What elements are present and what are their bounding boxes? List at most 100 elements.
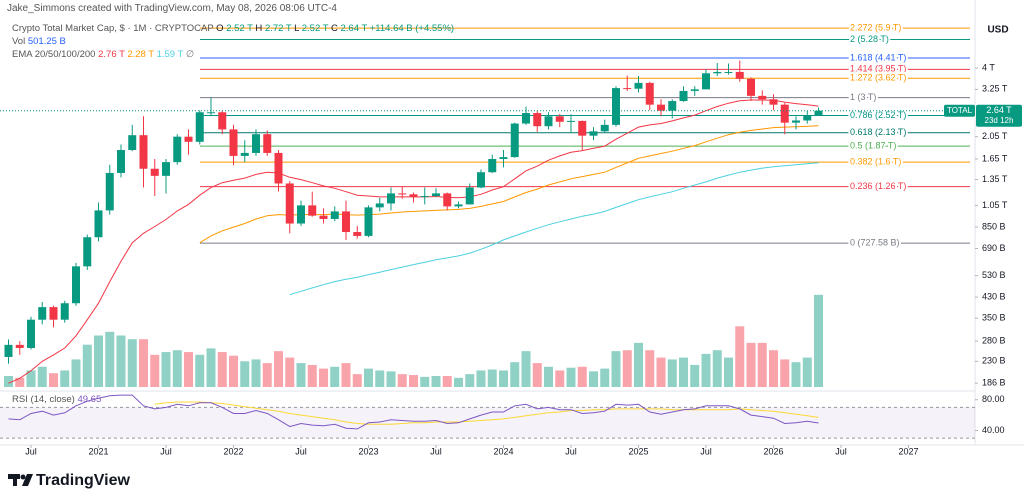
volume-bar bbox=[431, 375, 441, 387]
candle-body bbox=[128, 135, 137, 151]
candle-body bbox=[195, 112, 204, 142]
volume-bar bbox=[161, 352, 171, 387]
volume-bar bbox=[532, 363, 542, 387]
y-tick-label: 1.65 T bbox=[982, 153, 1008, 163]
candle-body bbox=[387, 193, 395, 204]
volume-bar bbox=[60, 370, 70, 387]
candle-body bbox=[477, 172, 485, 188]
volume-bar bbox=[701, 353, 711, 387]
x-tick-label: Jul bbox=[25, 446, 37, 456]
fib-label: 0.618 (2.13 T) bbox=[850, 127, 906, 137]
x-tick-label: Jul bbox=[565, 446, 577, 456]
volume-bar bbox=[600, 368, 610, 387]
candle-body bbox=[398, 193, 407, 195]
candle-body bbox=[769, 99, 778, 105]
volume-bar bbox=[769, 350, 778, 387]
candle-body bbox=[544, 116, 553, 127]
candle-body bbox=[285, 183, 294, 224]
volume-bar bbox=[82, 344, 92, 387]
volume-bar bbox=[105, 331, 115, 387]
volume-bar bbox=[814, 294, 823, 387]
volume-bar bbox=[229, 355, 238, 387]
rsi-value: 49.65 bbox=[77, 394, 102, 405]
y-tick-label: 3.25 T bbox=[982, 84, 1008, 94]
ohlc-key: O bbox=[216, 23, 224, 34]
y-tick-label: 280 B bbox=[982, 336, 1006, 346]
candle-body bbox=[792, 120, 800, 123]
volume-legend: Vol 501.25 B bbox=[12, 36, 66, 47]
y-tick-label: 430 B bbox=[982, 291, 1006, 301]
volume-bar bbox=[319, 368, 328, 387]
volume-bar bbox=[274, 351, 283, 387]
candle-body bbox=[488, 158, 497, 173]
volume-bar bbox=[577, 366, 587, 387]
x-tick-label: Jul bbox=[295, 446, 307, 456]
volume-bar bbox=[442, 375, 452, 387]
tag-price-box bbox=[976, 104, 1022, 127]
candle-body bbox=[465, 187, 474, 205]
ema-value: 1.59 T bbox=[156, 49, 184, 60]
volume-bar bbox=[746, 342, 756, 387]
candle-body bbox=[668, 101, 677, 111]
candle-body bbox=[679, 90, 688, 102]
candle-body bbox=[555, 116, 564, 122]
tag-symbol: TOTAL bbox=[947, 106, 973, 115]
rsi-tick-label: 40.00 bbox=[982, 425, 1005, 435]
y-tick-label: 230 B bbox=[982, 356, 1006, 366]
volume-bar bbox=[37, 366, 47, 387]
candle-body bbox=[510, 123, 519, 158]
candle-body bbox=[454, 204, 463, 207]
y-tick-label: 350 B bbox=[982, 313, 1006, 323]
volume-bar bbox=[724, 357, 733, 387]
candle-body bbox=[139, 135, 148, 169]
volume-bar bbox=[386, 371, 396, 387]
x-tick-label: 2021 bbox=[88, 446, 108, 456]
volume-bar bbox=[690, 364, 700, 387]
fib-label: 0.786 (2.52 T) bbox=[850, 110, 906, 120]
ohlc-key: C bbox=[330, 23, 338, 34]
candle-body bbox=[83, 237, 92, 267]
volume-bar bbox=[195, 354, 205, 387]
volume-bar bbox=[251, 359, 261, 387]
volume-bar bbox=[206, 348, 216, 387]
volume-bar bbox=[634, 342, 643, 387]
candle-body bbox=[578, 120, 587, 136]
volume-bar bbox=[116, 335, 126, 387]
x-tick-label: Jul bbox=[430, 446, 442, 456]
symbol-legend: Crypto Total Market Cap, $ · 1M · CRYPTO… bbox=[12, 23, 454, 34]
candle-body bbox=[173, 136, 182, 163]
volume-bar bbox=[454, 377, 463, 387]
volume-bar bbox=[611, 351, 621, 387]
volume-bar bbox=[364, 368, 373, 387]
brand: TradingView bbox=[36, 472, 131, 489]
tag-countdown: 23d 12h bbox=[985, 116, 1014, 125]
volume-bar bbox=[555, 370, 565, 387]
candle-body bbox=[690, 89, 699, 91]
ohlc-key: L bbox=[294, 23, 300, 34]
logo: TradingView bbox=[8, 472, 131, 489]
candle-body bbox=[240, 152, 249, 156]
volume-bar bbox=[307, 364, 317, 387]
ema-line bbox=[289, 162, 819, 296]
candle-body bbox=[803, 115, 812, 121]
tag-symbol-box bbox=[944, 104, 975, 117]
volume-bar bbox=[49, 373, 58, 387]
y-tick-label: 850 B bbox=[982, 221, 1006, 231]
volume-bar bbox=[341, 363, 351, 387]
volume-bar bbox=[285, 357, 295, 387]
candle-body bbox=[522, 113, 530, 124]
candle-body bbox=[612, 88, 620, 125]
candle-body bbox=[162, 162, 170, 176]
candle-body bbox=[432, 193, 440, 197]
x-tick-label: 2026 bbox=[763, 446, 783, 456]
tag-price: 2.64 T bbox=[986, 105, 1012, 115]
candle-body bbox=[274, 152, 283, 184]
ema-value: ∅ bbox=[185, 49, 195, 60]
y-tick-label: 4 T bbox=[982, 62, 995, 72]
volume-bar bbox=[645, 350, 655, 387]
volume-bar bbox=[4, 375, 13, 387]
candle-body bbox=[780, 104, 789, 123]
rsi-line bbox=[8, 394, 819, 430]
